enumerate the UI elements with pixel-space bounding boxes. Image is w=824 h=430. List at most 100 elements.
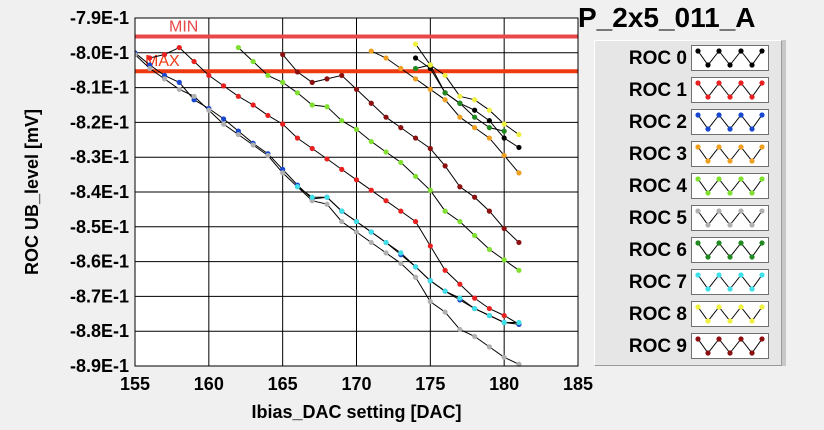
legend-marker — [738, 336, 744, 342]
series-line-roc-7 — [297, 186, 519, 323]
y-tick-label: -8.0E-1 — [70, 43, 129, 63]
data-point-roc-5 — [472, 333, 478, 340]
data-point-roc-3 — [368, 48, 374, 54]
data-point-roc-1 — [324, 156, 330, 162]
data-point-roc-9 — [486, 208, 492, 214]
legend-marker — [749, 350, 755, 356]
data-point-roc-7 — [309, 194, 315, 200]
legend-marker — [716, 208, 722, 214]
legend-marker — [727, 286, 733, 292]
legend-marker — [759, 336, 765, 342]
legend-marker — [716, 240, 722, 246]
legend-marker — [716, 336, 722, 342]
data-point-roc-9 — [398, 125, 404, 131]
legend-scrollbar[interactable] — [782, 40, 786, 366]
data-point-roc-2 — [221, 116, 227, 122]
legend-swatch — [691, 141, 769, 167]
data-point-roc-4 — [501, 257, 507, 263]
data-point-roc-7 — [353, 218, 360, 225]
data-point-roc-3 — [427, 86, 433, 92]
data-point-roc-0 — [516, 144, 522, 151]
x-axis-title: Ibias_DAC setting [DAC] — [251, 402, 461, 422]
data-point-roc-8 — [412, 41, 419, 47]
legend-label: ROC 4 — [628, 176, 687, 197]
legend-marker — [705, 190, 711, 196]
data-point-roc-5 — [191, 93, 197, 99]
data-point-roc-4 — [250, 58, 256, 65]
data-point-roc-9 — [324, 76, 330, 82]
data-point-roc-5 — [383, 250, 389, 256]
data-point-roc-1 — [147, 55, 153, 61]
data-point-roc-4 — [457, 218, 463, 225]
data-point-roc-1 — [221, 83, 227, 89]
data-point-roc-4 — [427, 187, 433, 193]
legend-marker — [749, 318, 755, 324]
legend-marker — [749, 222, 755, 228]
data-point-roc-1 — [161, 51, 168, 58]
legend-swatch — [691, 45, 769, 71]
legend-marker — [738, 112, 744, 118]
data-point-roc-1 — [383, 198, 389, 204]
data-point-roc-7 — [486, 312, 492, 319]
legend-marker — [705, 126, 711, 132]
x-tick-label: 160 — [194, 374, 224, 394]
legend-label: ROC 2 — [628, 112, 687, 133]
y-tick-label: -8.1E-1 — [70, 78, 129, 98]
data-point-roc-4 — [398, 159, 404, 166]
legend-marker — [705, 286, 711, 292]
data-point-roc-9 — [383, 114, 389, 120]
data-point-roc-2 — [176, 79, 182, 85]
legend-marker — [695, 48, 701, 54]
data-point-roc-5 — [442, 309, 448, 315]
legend-marker — [738, 272, 744, 278]
data-point-roc-5 — [176, 86, 182, 92]
data-point-roc-7 — [472, 305, 478, 312]
data-point-roc-5 — [353, 229, 360, 235]
legend-label: ROC 9 — [628, 336, 687, 357]
legend-label: ROC 3 — [628, 144, 687, 165]
data-point-roc-4 — [383, 149, 389, 155]
legend-marker — [727, 254, 733, 260]
data-point-roc-9 — [457, 184, 463, 190]
data-point-roc-9 — [309, 79, 315, 85]
legend-marker — [749, 158, 755, 164]
legend-swatch — [691, 77, 769, 103]
data-point-roc-9 — [294, 69, 301, 75]
data-point-roc-1 — [309, 145, 315, 152]
legend-marker — [759, 112, 765, 118]
y-axis-title: ROC UB_level [mV] — [22, 109, 42, 275]
x-tick-label: 185 — [563, 374, 593, 394]
legend-marker — [695, 240, 701, 246]
data-point-roc-8 — [486, 107, 492, 113]
data-point-roc-9 — [339, 72, 345, 79]
chart-title: P_2x5_011_A — [578, 2, 756, 33]
data-point-roc-3 — [501, 152, 507, 159]
legend-marker — [727, 318, 733, 324]
legend-marker — [727, 158, 733, 164]
data-point-roc-1 — [206, 72, 212, 79]
data-point-roc-5 — [486, 344, 492, 350]
legend-swatch — [691, 333, 769, 359]
legend-swatch — [691, 269, 769, 295]
data-point-roc-9 — [412, 135, 419, 141]
data-point-roc-4 — [309, 102, 315, 108]
data-layer — [135, 41, 522, 367]
data-point-roc-5 — [324, 201, 330, 207]
legend-marker — [716, 304, 722, 310]
threshold-label-min: MIN — [169, 18, 198, 35]
data-point-roc-7 — [339, 208, 345, 214]
y-tick-label: -8.9E-1 — [70, 356, 129, 376]
legend-swatch — [691, 109, 769, 135]
legend-marker — [695, 112, 701, 118]
legend-marker — [738, 144, 744, 150]
data-point-roc-7 — [427, 278, 433, 284]
data-point-roc-3 — [516, 170, 522, 176]
data-point-roc-8 — [516, 131, 522, 138]
y-tick-label: -8.5E-1 — [70, 217, 129, 237]
data-point-roc-5 — [147, 65, 153, 72]
legend-marker — [759, 48, 765, 54]
data-point-roc-1 — [265, 112, 271, 119]
data-point-roc-6 — [457, 100, 463, 106]
